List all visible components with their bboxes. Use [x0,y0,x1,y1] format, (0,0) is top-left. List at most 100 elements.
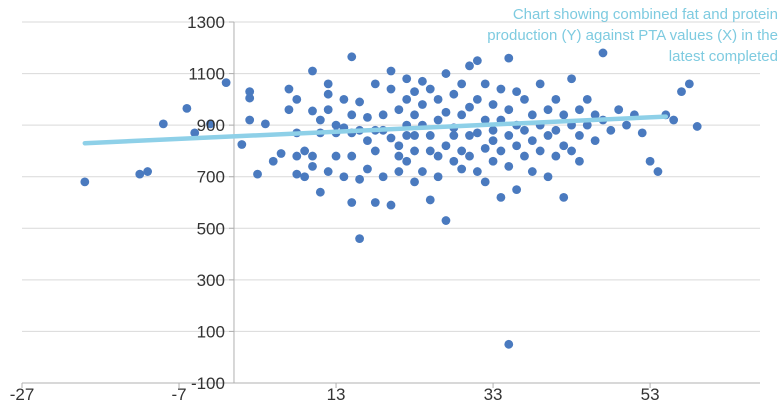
data-point [378,110,388,120]
data-point [480,79,490,89]
data-point [457,164,467,174]
data-point [669,115,679,125]
data-point [308,66,317,76]
data-point [457,79,467,89]
data-point [386,133,396,143]
data-point [441,69,451,78]
data-point [347,151,357,161]
data-point [143,167,153,176]
data-point [504,339,514,349]
data-point [441,216,451,225]
data-point [433,94,443,104]
data-point [339,172,349,182]
data-point [504,105,514,115]
data-point [472,128,482,138]
data-point [465,131,474,140]
data-point [363,136,372,146]
data-point [480,177,490,187]
data-point [567,74,576,84]
data-point [418,167,427,176]
data-point [206,119,215,129]
data-point [331,151,341,161]
data-point [575,156,584,166]
data-point [637,128,647,138]
data-point [323,105,333,115]
data-point [488,125,498,135]
data-point [520,125,529,135]
data-point [488,100,498,109]
data-point [410,177,419,187]
x-tick-label: 53 [641,385,660,403]
x-tick-labels: -27 -7 13 33 53 [10,385,660,403]
data-point [590,136,600,146]
data-point [292,94,302,104]
data-point [245,87,255,97]
data-point [472,94,482,104]
data-point [418,76,427,86]
data-point [323,89,333,99]
data-point [449,89,459,99]
data-point [221,78,231,87]
x-tick-label: -27 [10,385,35,403]
data-point [527,136,537,146]
data-point [331,120,341,130]
data-point [480,115,490,125]
data-point [449,131,459,140]
data-points [80,48,702,349]
data-point [276,149,286,158]
data-point [410,110,419,120]
y-tick-label: 1100 [188,65,225,84]
data-point [260,119,270,129]
data-point [292,151,302,161]
data-point [512,87,522,97]
data-point [504,53,514,63]
y-tick-label: 100 [197,322,225,341]
data-point [543,172,553,182]
chart-annotation: Chart showing combined fat and protein p… [487,6,778,65]
data-point [520,151,529,161]
data-point [394,167,404,176]
data-point [684,79,694,89]
data-point [402,94,412,104]
data-point [535,146,545,156]
y-tick-label: 700 [197,168,225,187]
data-point [433,115,443,125]
data-point [402,131,412,140]
data-point [315,187,325,197]
data-point [465,61,474,71]
data-point [441,141,451,151]
data-point [253,169,262,179]
data-point [622,120,631,130]
y-tick-label: 900 [197,116,225,135]
data-point [394,141,404,151]
data-point [606,125,616,135]
data-point [614,105,624,115]
data-point [559,192,569,202]
data-point [370,198,380,207]
data-point [512,141,522,151]
data-point [567,146,576,156]
data-point [355,97,364,107]
data-point [284,105,294,115]
data-point [323,79,333,89]
y-tick-labels: -100 100 300 500 700 900 1100 1300 [187,13,225,393]
trendline [82,114,669,146]
data-point [347,198,357,207]
data-point [582,94,592,104]
data-point [425,131,435,140]
data-point [190,128,200,138]
data-point [551,151,561,161]
data-point [457,146,467,156]
y-tick-label: 1300 [187,13,225,32]
data-point [527,110,537,120]
data-point [488,156,498,166]
y-tick-label: 500 [197,219,225,238]
data-point [386,200,396,210]
data-point [158,119,168,129]
data-point [598,48,608,58]
data-point [677,87,686,97]
data-point [527,167,537,176]
axes [21,21,760,388]
data-point [308,151,317,161]
